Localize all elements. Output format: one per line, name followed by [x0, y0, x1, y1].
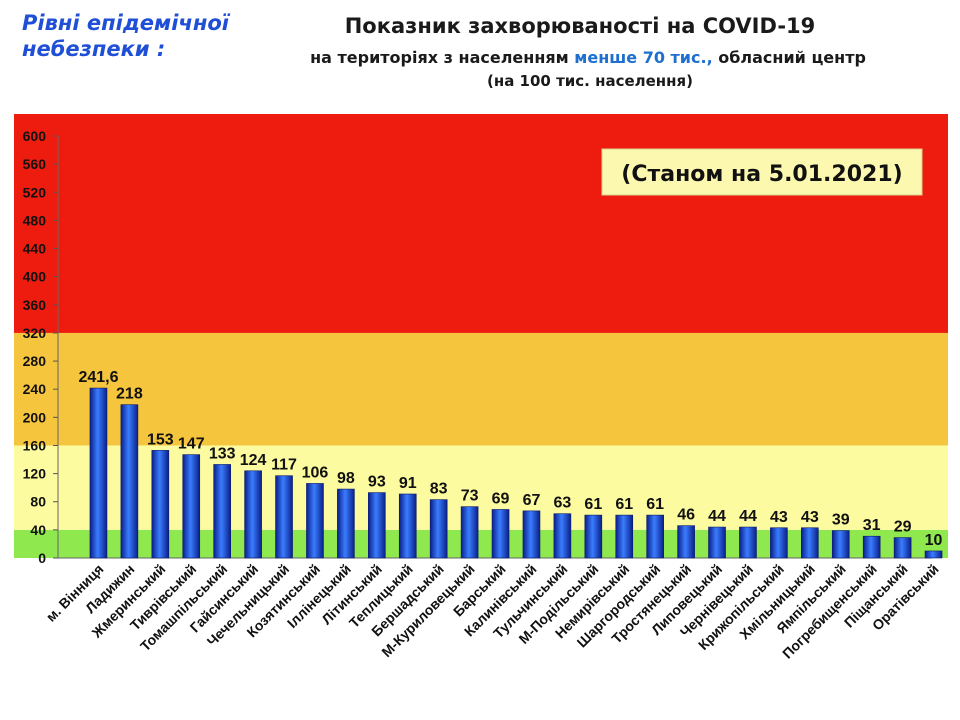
y-tick-label: 320: [23, 325, 47, 341]
bar: [770, 527, 788, 559]
date-box: [601, 148, 923, 196]
y-tick-label: 240: [23, 381, 47, 397]
bar-value-label: 117: [271, 457, 297, 474]
chart-subtitle: на територіях з населенням менше 70 тис.…: [0, 48, 960, 67]
bar-value-label: 29: [894, 519, 912, 536]
subtitle-prefix: на територіях з населенням: [310, 48, 575, 67]
bar: [120, 404, 139, 559]
y-tick-label: 560: [23, 156, 47, 172]
bar: [677, 525, 695, 559]
y-tick-label: 400: [23, 269, 47, 285]
bar: [615, 514, 634, 559]
bar-value-label: 10: [925, 532, 943, 549]
bar: [739, 526, 757, 559]
bar-value-label: 43: [801, 509, 819, 526]
bar-value-label: 241,6: [78, 369, 118, 386]
bar: [398, 493, 417, 559]
chart-units: (на 100 тис. населення): [486, 72, 694, 90]
bar: [429, 499, 448, 559]
bar-value-label: 133: [209, 445, 236, 462]
bar: [708, 526, 726, 559]
bar: [460, 506, 479, 559]
bar: [213, 464, 231, 559]
bar-value-label: 91: [399, 475, 417, 492]
zone-green: [14, 529, 948, 558]
bar: [275, 475, 293, 559]
bar-value-label: 61: [584, 496, 602, 513]
bar: [491, 509, 510, 559]
bar-value-label: 106: [302, 464, 329, 481]
bar-value-label: 31: [863, 517, 881, 534]
bar: [368, 492, 386, 559]
y-tick-label: 80: [30, 494, 46, 510]
bar: [553, 513, 572, 559]
levels-title: Рівні епідемічної небезпеки :: [22, 11, 229, 61]
bar-value-label: 218: [116, 386, 143, 403]
x-axis-labels: м. ВінницяЛадижинЖмеринськийТиврівськийТ…: [43, 561, 942, 662]
bar: [831, 530, 850, 559]
date-annotation: (Станом на 5.01.2021): [601, 148, 923, 196]
y-tick-label: 480: [23, 212, 47, 228]
bar: [337, 488, 355, 559]
bar-value-label: 67: [523, 492, 541, 509]
bar-value-label: 46: [677, 507, 695, 524]
bar-value-label: 124: [240, 452, 267, 469]
bar-value-label: 44: [739, 508, 757, 525]
chart-title: Показник захворюваності на COVID-19: [344, 14, 816, 38]
bar-value-label: 98: [337, 470, 355, 487]
bar: [646, 514, 664, 559]
bar: [924, 550, 943, 559]
bar-value-label: 63: [553, 495, 571, 512]
bar-value-label: 93: [368, 474, 386, 491]
bar: [522, 510, 541, 559]
y-tick-label: 120: [23, 466, 47, 482]
y-tick-label: 200: [23, 409, 47, 425]
y-tick-label: 0: [38, 550, 46, 566]
bar: [244, 470, 262, 559]
y-tick-label: 160: [23, 437, 47, 453]
bar: [862, 535, 881, 559]
zone-orange: [14, 332, 948, 446]
zone-yellow: [14, 445, 948, 530]
bar-value-label: 61: [615, 496, 633, 513]
bar: [584, 514, 603, 559]
zone-red: [14, 114, 948, 333]
bar: [893, 537, 912, 559]
bar: [89, 387, 108, 559]
bar: [306, 483, 324, 559]
bar-value-label: 61: [646, 496, 664, 513]
date-label: (Станом на 5.01.2021): [621, 162, 902, 187]
bar-value-label: 43: [770, 509, 788, 526]
subtitle-suffix: обласний центр: [712, 48, 866, 67]
bar-value-label: 69: [492, 490, 510, 507]
bar-value-label: 73: [461, 488, 479, 505]
bar: [151, 450, 170, 559]
bar-value-label: 44: [708, 508, 726, 525]
y-tick-label: 360: [23, 297, 47, 313]
bar-value-label: 39: [832, 512, 850, 529]
y-tick-label: 280: [23, 353, 47, 369]
bar-value-label: 153: [147, 431, 174, 448]
bar: [182, 454, 201, 559]
y-tick-label: 40: [30, 522, 46, 538]
bar-value-label: 147: [178, 436, 205, 453]
subtitle-highlight: менше 70 тис.,: [574, 48, 713, 67]
y-tick-label: 440: [23, 241, 47, 257]
y-tick-label: 520: [23, 184, 47, 200]
bar-value-label: 83: [430, 481, 448, 498]
bar: [801, 527, 819, 559]
y-tick-label: 600: [23, 128, 47, 144]
